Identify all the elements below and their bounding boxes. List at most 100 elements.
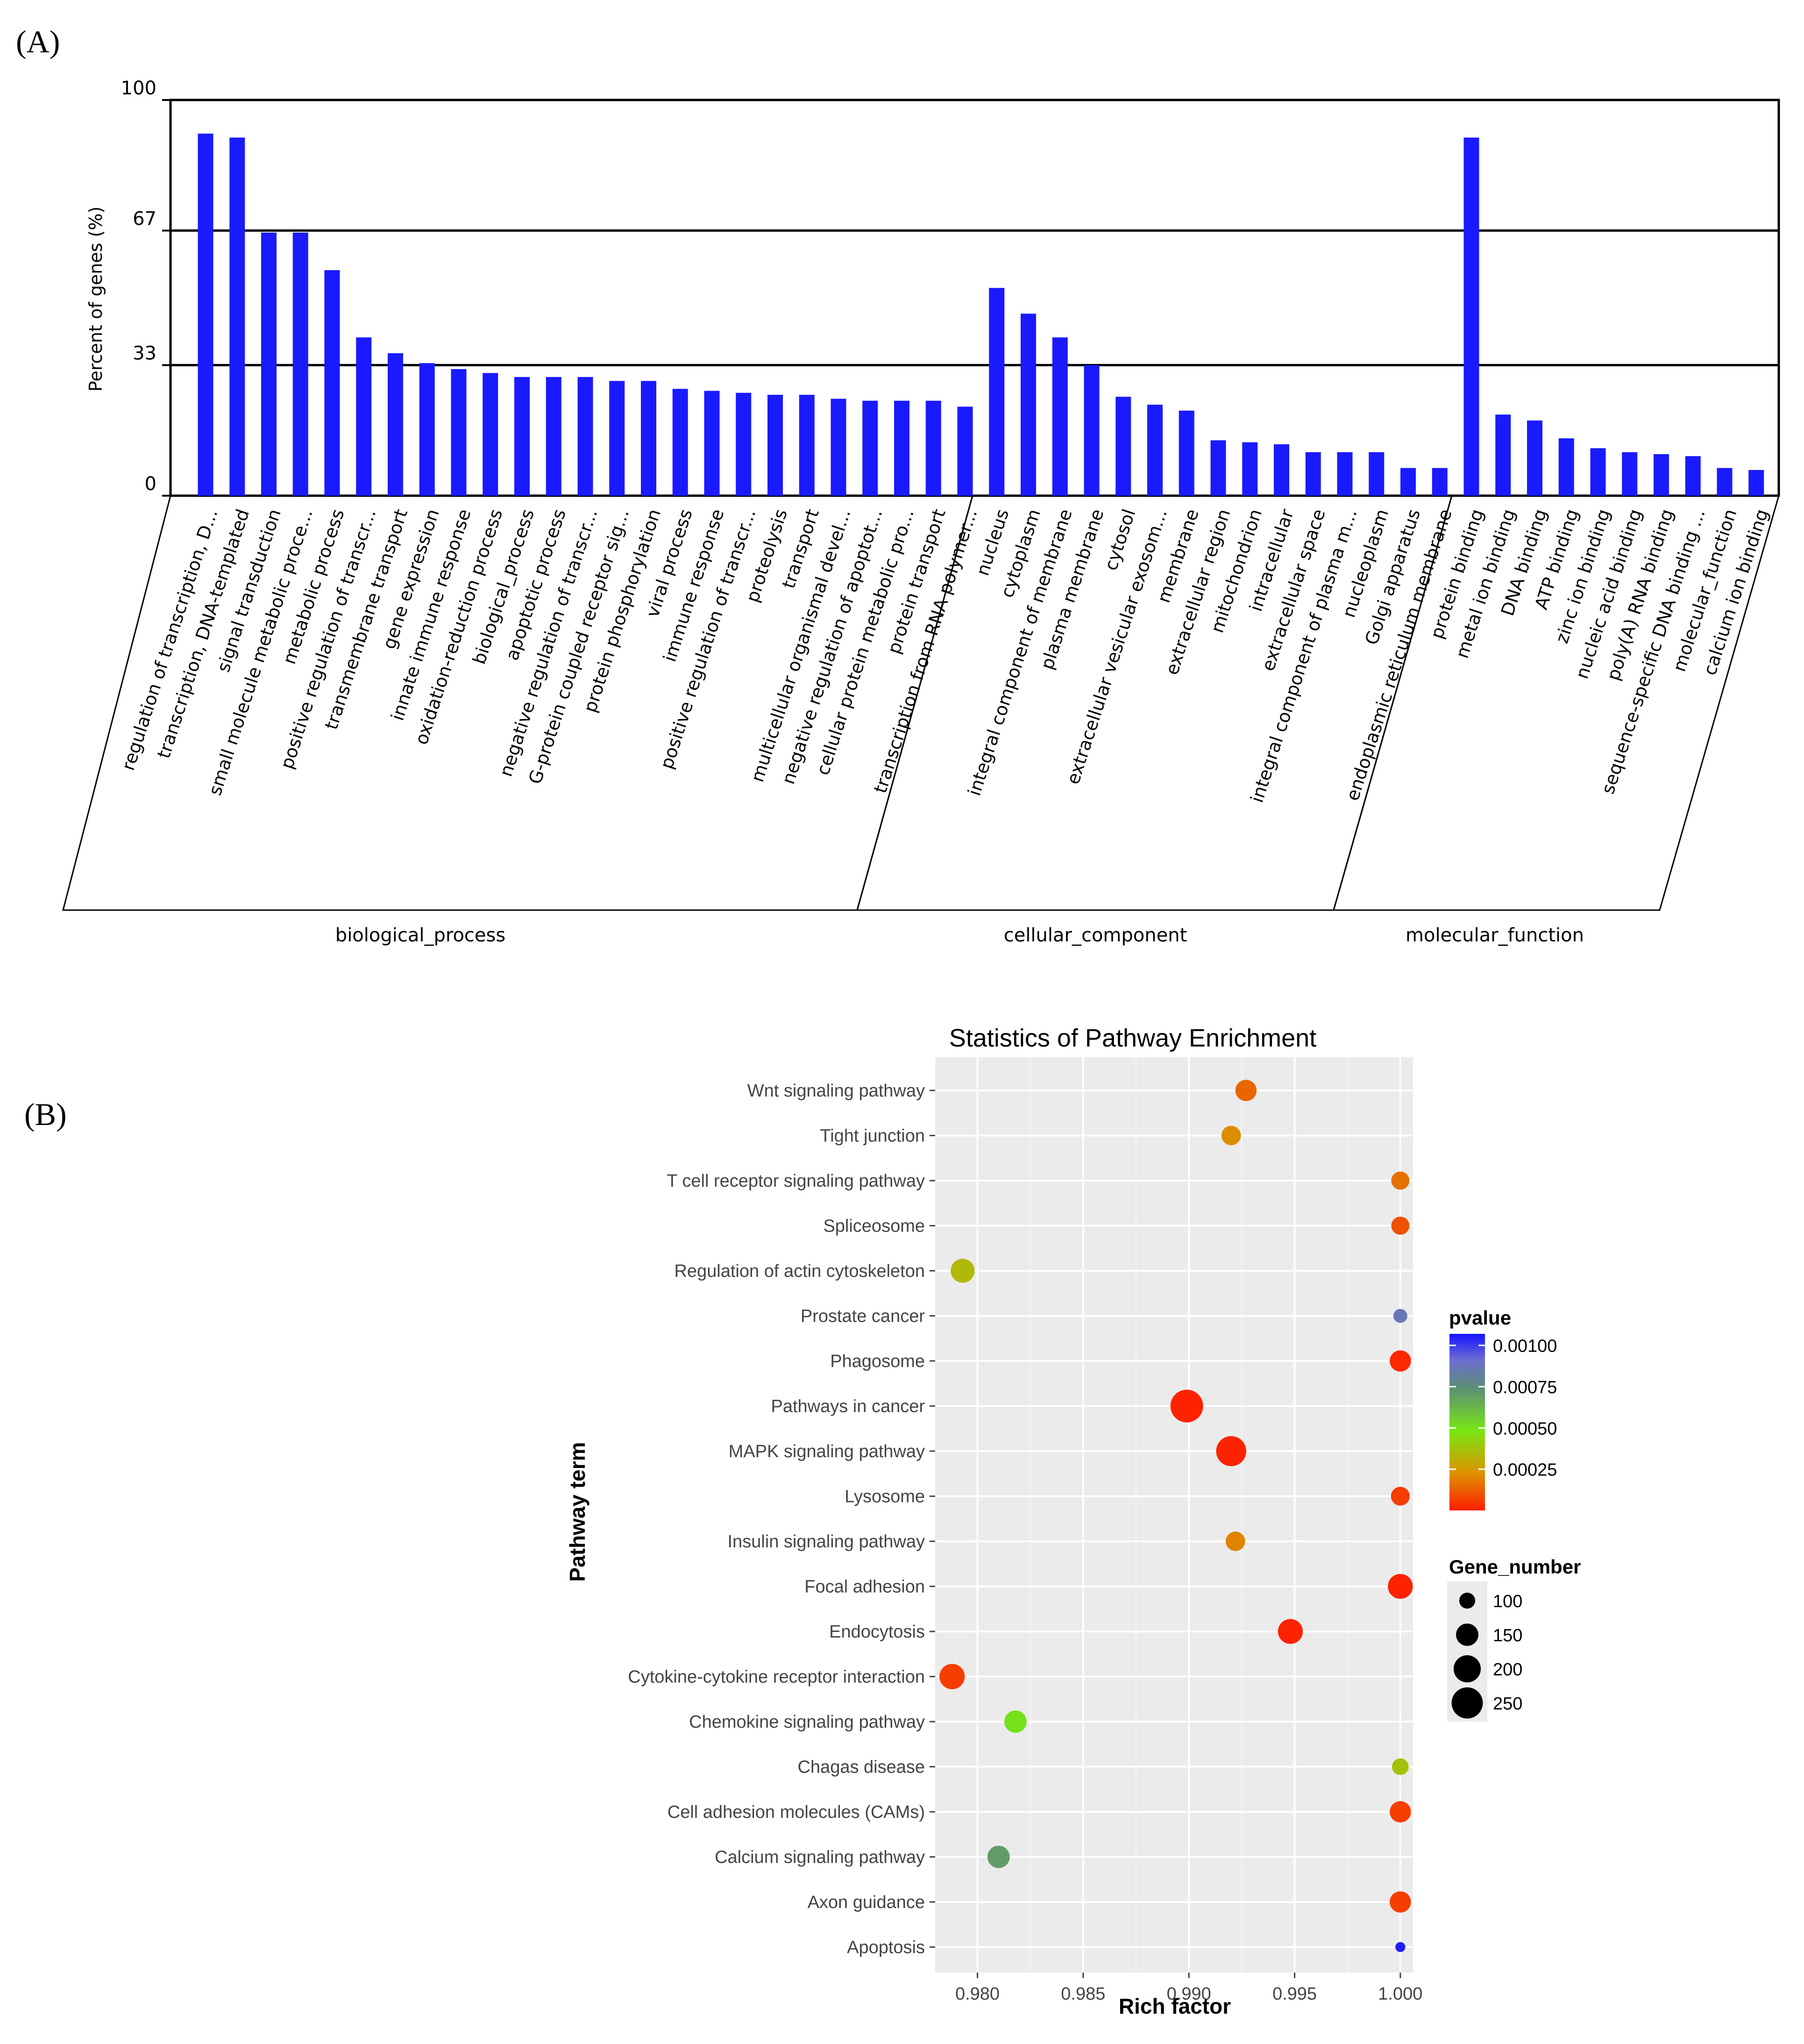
data-point xyxy=(1391,1217,1410,1235)
color-legend-title: pvalue xyxy=(1449,1307,1511,1329)
bar xyxy=(356,337,372,496)
bar xyxy=(1210,440,1226,496)
pathway-label: Apoptosis xyxy=(847,1938,925,1958)
chart-title: Statistics of Pathway Enrichment xyxy=(949,1024,1316,1052)
pathway-label: Lysosome xyxy=(845,1487,925,1507)
bar xyxy=(229,137,245,496)
bar xyxy=(894,400,909,496)
y-axis-label: Pathway term xyxy=(565,1442,589,1581)
data-point xyxy=(1235,1080,1257,1101)
bar xyxy=(451,369,467,496)
y-tick-label: 67 xyxy=(133,208,156,230)
data-point xyxy=(1391,1487,1410,1506)
bar xyxy=(1654,454,1669,496)
bar xyxy=(1274,444,1289,496)
data-point xyxy=(1225,1531,1245,1551)
pathway-label: Chagas disease xyxy=(797,1758,925,1777)
data-point xyxy=(1390,1350,1411,1372)
group-bracket xyxy=(1333,495,1780,911)
bar xyxy=(831,399,846,496)
data-point xyxy=(1278,1619,1303,1644)
pathway-label: Focal adhesion xyxy=(804,1577,925,1597)
bar xyxy=(799,395,815,496)
bar xyxy=(1432,468,1448,496)
y-axis-label: Percent of genes (%) xyxy=(85,207,106,392)
x-tick-label: 0.990 xyxy=(1167,1984,1211,2004)
bar xyxy=(514,377,530,496)
data-point xyxy=(1393,1309,1407,1323)
x-axis-label: Rich factor xyxy=(1119,1994,1231,2018)
pathway-enrichment-chart: Statistics of Pathway Enrichment Wnt sign… xyxy=(565,1024,1581,2018)
plot-frame xyxy=(169,99,1780,497)
bar xyxy=(1527,420,1542,496)
bar xyxy=(1369,452,1385,496)
size-legend-dot xyxy=(1451,1687,1483,1719)
bar xyxy=(292,232,308,496)
group-label: cellular_component xyxy=(1004,925,1187,946)
bar xyxy=(1717,468,1733,496)
data-point xyxy=(1391,1171,1410,1190)
size-legend-label: 150 xyxy=(1493,1626,1522,1645)
pathway-label: Pathways in cancer xyxy=(771,1397,925,1417)
size-legend-dot xyxy=(1459,1592,1476,1609)
pathway-label: Chemokine signaling pathway xyxy=(689,1712,925,1732)
bar xyxy=(1622,452,1638,496)
color-legend-label: 0.00075 xyxy=(1493,1378,1557,1397)
bar xyxy=(704,391,720,496)
bar xyxy=(609,381,625,496)
data-point xyxy=(1221,1125,1241,1146)
bar xyxy=(1590,448,1606,496)
bar xyxy=(736,392,752,496)
pathway-label: MAPK signaling pathway xyxy=(729,1442,925,1461)
pathway-label: Phagosome xyxy=(830,1352,925,1371)
bar xyxy=(1147,405,1163,496)
data-point xyxy=(1004,1710,1027,1733)
data-point xyxy=(1392,1758,1409,1775)
bar xyxy=(767,395,783,496)
bar xyxy=(419,363,435,496)
data-point xyxy=(939,1664,965,1689)
size-legend-title: Gene_number xyxy=(1449,1556,1581,1578)
size-legend-dot xyxy=(1456,1624,1478,1646)
pathway-label: Wnt signaling pathway xyxy=(747,1081,925,1101)
pathway-label: Axon guidance xyxy=(808,1893,925,1912)
bar xyxy=(324,270,340,496)
size-legend-label: 100 xyxy=(1493,1592,1522,1611)
size-legend-label: 250 xyxy=(1493,1694,1522,1714)
pathway-label: Regulation of actin cytoskeleton xyxy=(674,1261,925,1281)
pathway-label: T cell receptor signaling pathway xyxy=(667,1171,925,1191)
pathway-label: Spliceosome xyxy=(823,1217,925,1236)
pathway-label: Prostate cancer xyxy=(801,1307,925,1326)
bar xyxy=(672,389,688,496)
bar xyxy=(989,288,1005,496)
x-tick-label: 0.985 xyxy=(1061,1984,1105,2004)
group-label: molecular_function xyxy=(1406,925,1584,946)
group-label: biological_process xyxy=(335,925,505,946)
bar xyxy=(546,377,561,496)
data-point xyxy=(1216,1436,1246,1467)
bar xyxy=(198,133,213,496)
bar xyxy=(1305,452,1321,496)
y-tick-label: 0 xyxy=(145,473,156,495)
bar xyxy=(1495,414,1511,496)
bar xyxy=(261,232,277,496)
pathway-label: Insulin signaling pathway xyxy=(728,1532,925,1552)
x-tick-label: 0.995 xyxy=(1272,1984,1317,2004)
data-point xyxy=(1390,1891,1411,1913)
bar xyxy=(483,373,498,496)
bar xyxy=(1021,313,1036,496)
data-point xyxy=(1395,1942,1406,1952)
bar xyxy=(1748,470,1764,496)
bar xyxy=(957,406,973,496)
data-point xyxy=(951,1259,975,1283)
bar xyxy=(862,400,878,496)
color-legend-label: 0.00100 xyxy=(1493,1337,1557,1356)
bar xyxy=(1242,442,1258,496)
y-tick-label: 33 xyxy=(133,342,156,364)
color-legend-label: 0.00025 xyxy=(1493,1460,1557,1480)
bar xyxy=(1337,452,1353,496)
bar xyxy=(1558,438,1574,496)
pathway-label: Endocytosis xyxy=(829,1622,925,1642)
pathway-label: Calcium signaling pathway xyxy=(715,1848,925,1867)
